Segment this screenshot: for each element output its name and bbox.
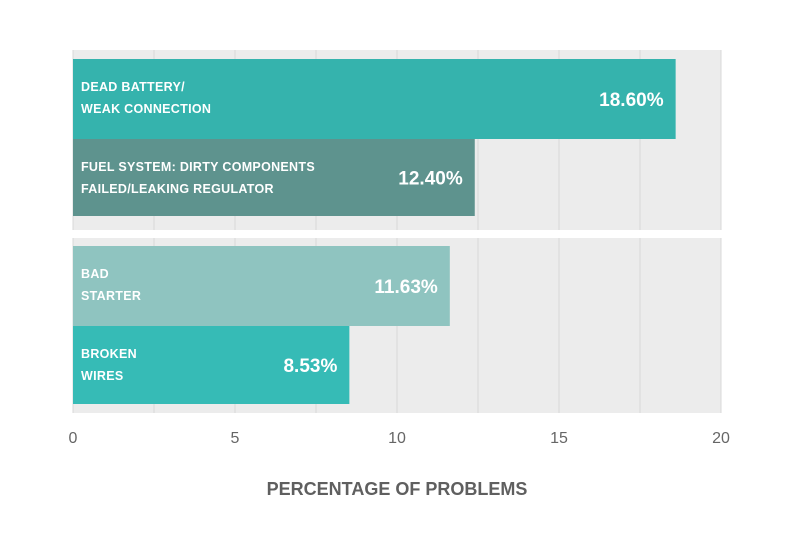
- bar-category-label: FUEL SYSTEM: DIRTY COMPONENTS: [81, 160, 315, 174]
- bar: [73, 59, 676, 139]
- bar-category-label: FAILED/LEAKING REGULATOR: [81, 182, 274, 196]
- bar: [73, 246, 450, 326]
- bar: [73, 326, 350, 404]
- bar-value-label: 11.63%: [374, 277, 437, 298]
- bar-category-label: WEAK CONNECTION: [81, 102, 211, 116]
- x-tick-label: 5: [231, 430, 240, 447]
- x-tick-label: 15: [550, 430, 568, 447]
- bars: DEAD BATTERY/WEAK CONNECTION 18.60% FUEL S…: [73, 59, 676, 404]
- bar-group: DEAD BATTERY/WEAK CONNECTION 18.60%: [73, 59, 676, 139]
- bar-category-label: WIRES: [81, 369, 123, 383]
- bar-category-label: BAD: [81, 267, 109, 281]
- bar: [73, 139, 475, 216]
- x-axis-title: PERCENTAGE OF PROBLEMS: [267, 479, 528, 499]
- bar-value-label: 8.53%: [283, 356, 337, 377]
- bar-group: FUEL SYSTEM: DIRTY COMPONENTS FAILED/LEAK…: [73, 139, 475, 216]
- x-axis-ticks: 0 5 10 15 20: [69, 430, 730, 447]
- bar-value-label: 12.40%: [398, 169, 463, 190]
- bar-group: BAD STARTER 11.63%: [73, 246, 450, 326]
- x-tick-label: 10: [388, 430, 406, 447]
- x-tick-label: 0: [69, 430, 78, 447]
- bar-category-label: DEAD BATTERY/: [81, 80, 185, 94]
- bar-value-label: 18.60%: [599, 90, 664, 111]
- bar-category-label: STARTER: [81, 289, 141, 303]
- bar-category-label: BROKEN: [81, 347, 137, 361]
- bar-group: BROKEN WIRES 8.53%: [73, 326, 350, 404]
- x-tick-label: 20: [712, 430, 730, 447]
